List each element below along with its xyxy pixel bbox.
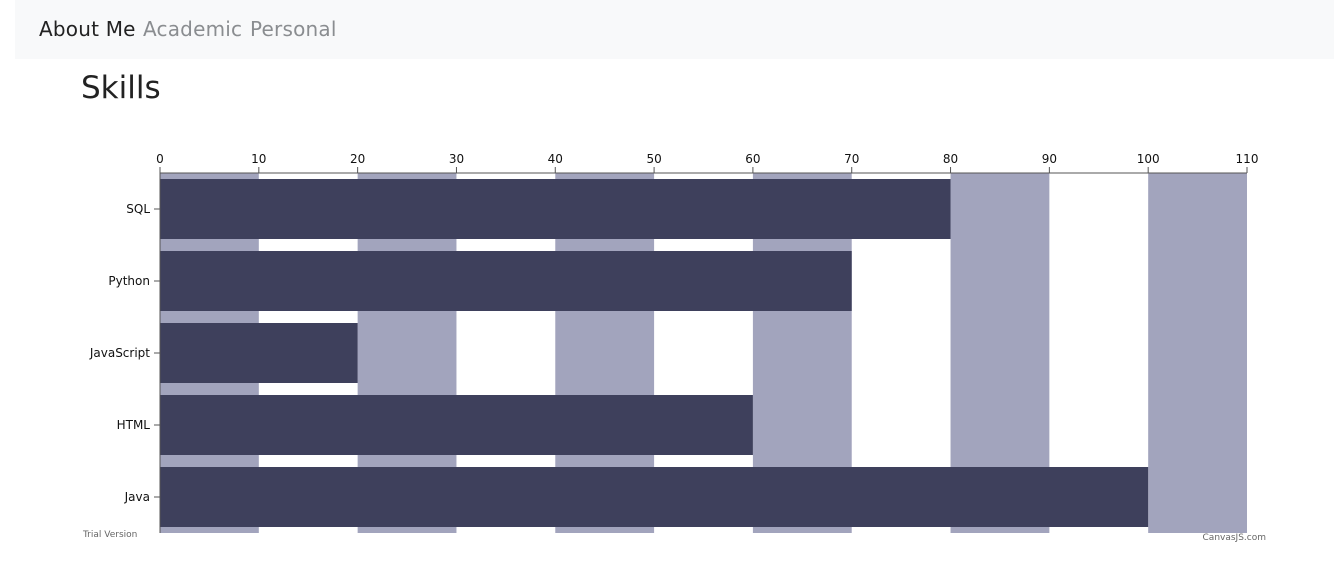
x-tick-label: 70 — [844, 152, 859, 166]
bar-python — [160, 251, 852, 311]
navbar: About Me Academic Personal — [15, 0, 1334, 59]
x-tick-label: 30 — [449, 152, 464, 166]
y-tick-label-html: HTML — [117, 418, 151, 432]
x-tick-label: 110 — [1236, 152, 1259, 166]
x-tick-label: 20 — [350, 152, 365, 166]
x-tick-label: 80 — [943, 152, 958, 166]
interlaced-band — [1148, 173, 1247, 533]
bar-html — [160, 395, 753, 455]
nav-link-about-me[interactable]: About Me — [39, 17, 136, 41]
bar-sql — [160, 179, 951, 239]
x-tick-label: 0 — [156, 152, 164, 166]
y-tick-label-java: Java — [124, 490, 150, 504]
trial-version-label: Trial Version — [82, 530, 137, 540]
bar-java — [160, 467, 1149, 527]
bar-javascript — [160, 323, 358, 383]
canvasjs-credit-link[interactable]: CanvasJS.com — [1203, 533, 1266, 543]
y-axis: SQL Python JavaScript HTML Java — [89, 173, 161, 533]
page-title: Skills — [81, 70, 161, 106]
x-axis: 0 10 20 30 40 50 60 70 80 90 100 110 — [156, 152, 1259, 174]
x-tick-label: 90 — [1042, 152, 1057, 166]
x-tick-label: 60 — [745, 152, 760, 166]
x-tick-label: 100 — [1137, 152, 1160, 166]
y-tick-label-javascript: JavaScript — [89, 346, 150, 360]
x-tick-label: 50 — [646, 152, 661, 166]
nav-link-academic[interactable]: Academic — [143, 17, 243, 41]
y-tick-label-python: Python — [108, 274, 150, 288]
y-tick-label-sql: SQL — [126, 202, 150, 216]
x-tick-label: 40 — [548, 152, 563, 166]
x-tick-label: 10 — [251, 152, 266, 166]
bar-series — [160, 179, 1149, 527]
nav-link-personal[interactable]: Personal — [250, 17, 337, 41]
